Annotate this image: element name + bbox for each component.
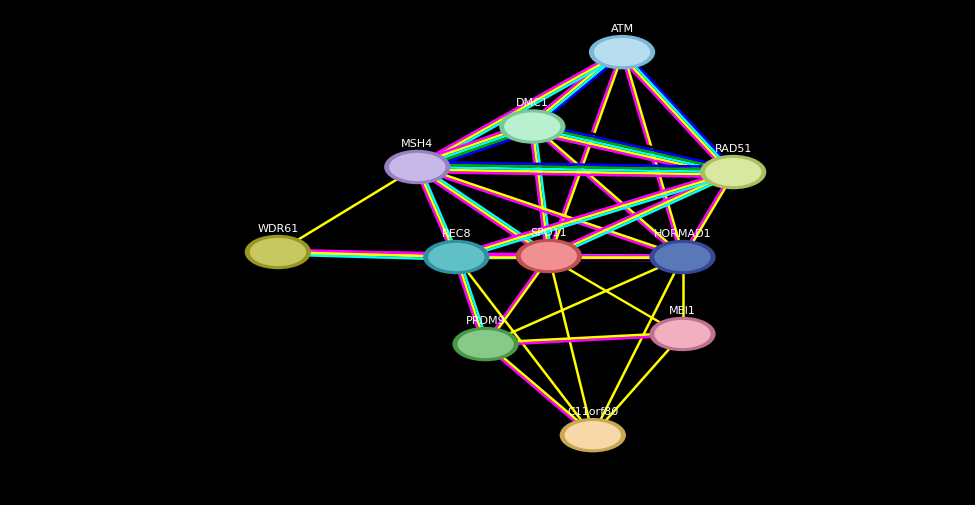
Circle shape: [704, 158, 762, 188]
Circle shape: [700, 156, 766, 190]
Circle shape: [653, 242, 712, 273]
Circle shape: [245, 235, 311, 270]
Circle shape: [384, 150, 450, 185]
Text: SPO11: SPO11: [530, 227, 567, 237]
Circle shape: [649, 317, 716, 351]
Text: RAD51: RAD51: [715, 143, 752, 154]
Text: PRDM9: PRDM9: [466, 315, 505, 325]
Circle shape: [593, 38, 651, 68]
Text: ATM: ATM: [610, 24, 634, 34]
Circle shape: [520, 241, 578, 272]
Circle shape: [452, 327, 519, 362]
Circle shape: [423, 240, 489, 275]
Text: MEI1: MEI1: [669, 305, 696, 315]
Circle shape: [388, 153, 447, 183]
Circle shape: [516, 239, 582, 274]
Text: WDR61: WDR61: [257, 223, 298, 233]
Text: HORMAD1: HORMAD1: [653, 228, 712, 238]
Circle shape: [503, 112, 562, 142]
Circle shape: [653, 319, 712, 349]
Text: MSH4: MSH4: [401, 138, 434, 148]
Circle shape: [499, 110, 566, 144]
Circle shape: [456, 329, 515, 360]
Text: DMC1: DMC1: [516, 98, 549, 108]
Circle shape: [649, 240, 716, 275]
Circle shape: [560, 418, 626, 452]
Circle shape: [249, 237, 307, 268]
Text: REC8: REC8: [442, 228, 471, 238]
Circle shape: [564, 420, 622, 450]
Circle shape: [589, 36, 655, 70]
Circle shape: [427, 242, 486, 273]
Text: C11orf80: C11orf80: [567, 406, 618, 416]
